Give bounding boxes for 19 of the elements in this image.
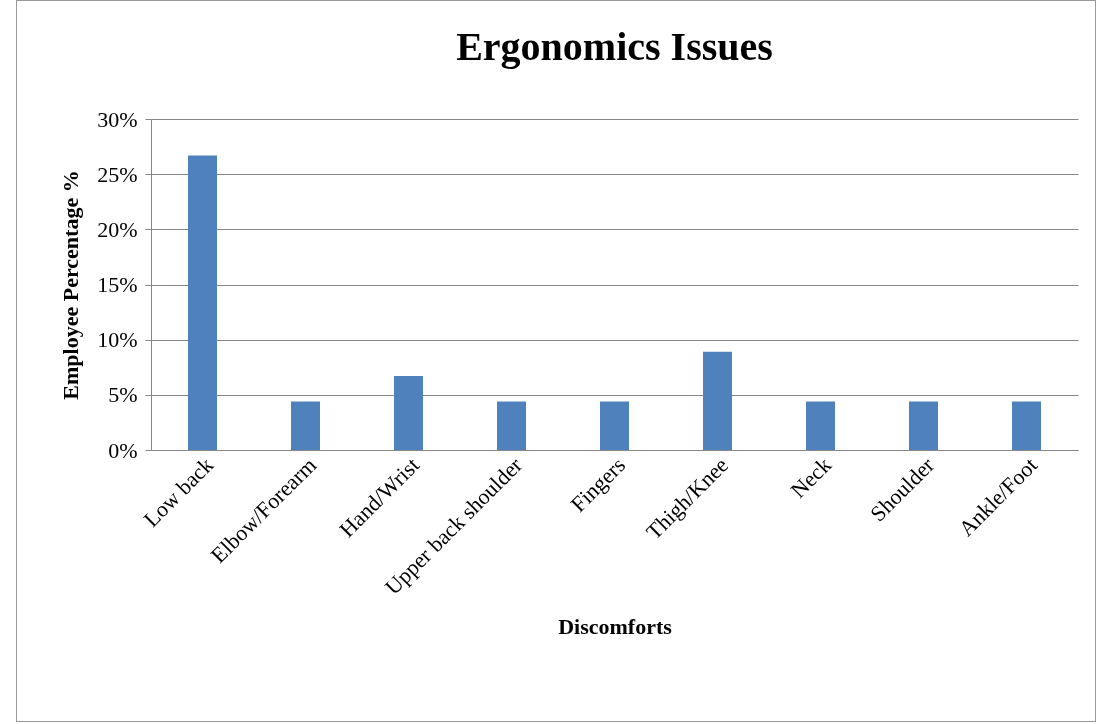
bar [909, 401, 938, 450]
y-tick-label: 5% [108, 382, 138, 408]
chart-title: Ergonomics Issues [456, 24, 773, 69]
bar [497, 401, 526, 450]
y-axis-title: Employee Percentage % [58, 170, 84, 400]
x-axis-title: Discomforts [558, 613, 673, 639]
y-tick-label: 0% [108, 437, 138, 463]
y-tick-label: 20% [97, 216, 138, 242]
bar [806, 401, 835, 450]
bar [1012, 401, 1041, 450]
bar [394, 376, 423, 450]
y-tick-label: 10% [97, 327, 138, 353]
bar [188, 155, 217, 450]
bar [703, 351, 732, 450]
y-tick-label: 25% [97, 161, 138, 187]
y-tick-label: 30% [97, 106, 138, 132]
y-tick-label: 15% [97, 272, 138, 297]
bar [600, 401, 629, 450]
bar [291, 401, 320, 450]
